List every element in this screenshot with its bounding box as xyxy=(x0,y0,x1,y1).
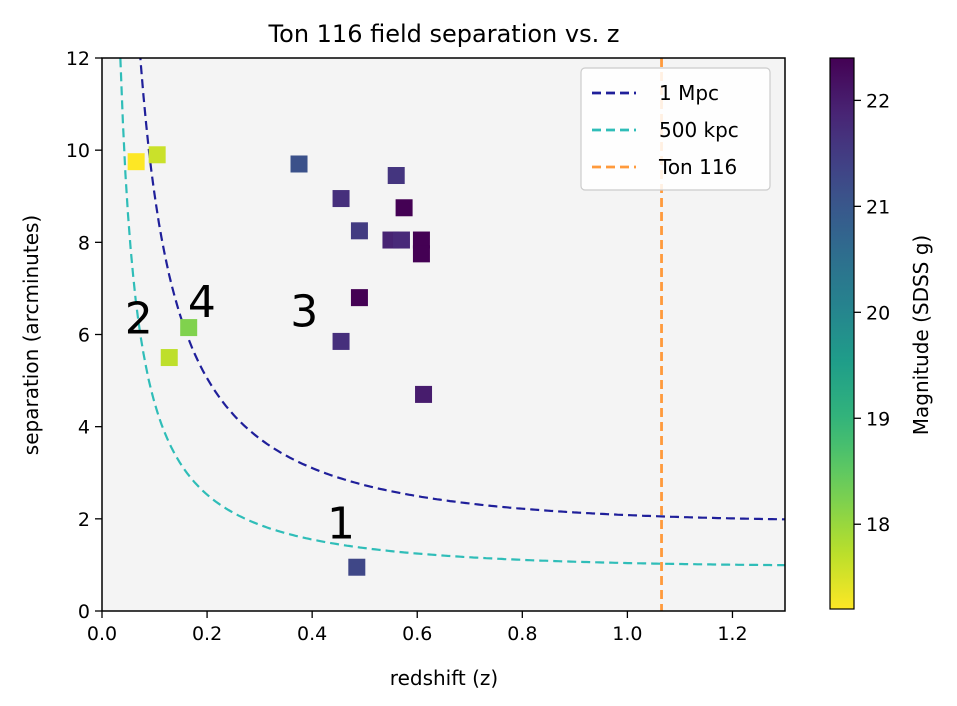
annotation-3: 3 xyxy=(290,286,318,337)
x-tick-label: 0.8 xyxy=(507,623,537,645)
y-tick-label: 8 xyxy=(78,232,90,254)
legend-box xyxy=(580,67,771,191)
y-tick-label: 2 xyxy=(78,509,90,531)
scatter-point xyxy=(350,289,368,307)
annotation-1: 1 xyxy=(327,498,355,549)
annotation-4: 4 xyxy=(188,277,216,328)
colorbar-tick-label: 18 xyxy=(866,514,890,536)
legend: 1 Mpc 500 kpc Ton 116 xyxy=(580,67,771,191)
colorbar-tick-label: 22 xyxy=(866,90,890,112)
scatter-point xyxy=(180,319,198,337)
scatter-point xyxy=(332,332,350,350)
scatter-point xyxy=(387,167,405,185)
y-tick-label: 12 xyxy=(66,48,90,70)
x-tick-label: 1.2 xyxy=(717,623,747,645)
scatter-point xyxy=(332,190,350,208)
x-tick-label: 0.0 xyxy=(87,623,117,645)
legend-label: 1 Mpc xyxy=(659,81,719,105)
colorbar-tick-label: 20 xyxy=(866,302,890,324)
scatter-point xyxy=(350,222,368,240)
y-tick-label: 10 xyxy=(66,140,90,162)
x-tick-label: 0.2 xyxy=(192,623,222,645)
scatter-point xyxy=(148,146,166,164)
x-axis-label: redshift (z) xyxy=(390,666,498,690)
curve-500-kpc xyxy=(119,58,785,567)
scatter-point xyxy=(290,155,308,173)
legend-label: Ton 116 xyxy=(658,155,737,179)
scatter-point xyxy=(127,153,145,171)
legend-label: 500 kpc xyxy=(659,118,739,142)
scatter-point xyxy=(412,245,430,263)
colorbar-label: Magnitude (SDSS g) xyxy=(909,235,933,435)
chart-title: Ton 116 field separation vs. z xyxy=(268,20,620,48)
y-tick-label: 0 xyxy=(78,601,90,623)
colorbar-tick-label: 21 xyxy=(866,196,890,218)
scatter-point xyxy=(160,349,178,367)
y-tick-label: 4 xyxy=(78,417,90,439)
x-tick-label: 1.0 xyxy=(612,623,642,645)
colorbar-tick-label: 19 xyxy=(866,408,890,430)
scatter-point xyxy=(395,199,413,217)
x-tick-label: 0.4 xyxy=(297,623,327,645)
scatter-point xyxy=(348,558,366,576)
scatter-point xyxy=(392,231,410,249)
scatter-point xyxy=(412,231,430,249)
colorbar: 18 19 20 21 22 xyxy=(829,57,890,610)
colorbar-gradient xyxy=(829,57,855,610)
x-tick-label: 0.6 xyxy=(402,623,432,645)
y-axis-label: separation (arcminutes) xyxy=(19,215,43,455)
scatter-point xyxy=(415,385,433,403)
y-tick-label: 6 xyxy=(78,325,90,347)
annotation-2: 2 xyxy=(125,293,153,344)
curve-1000-kpc xyxy=(139,58,785,521)
